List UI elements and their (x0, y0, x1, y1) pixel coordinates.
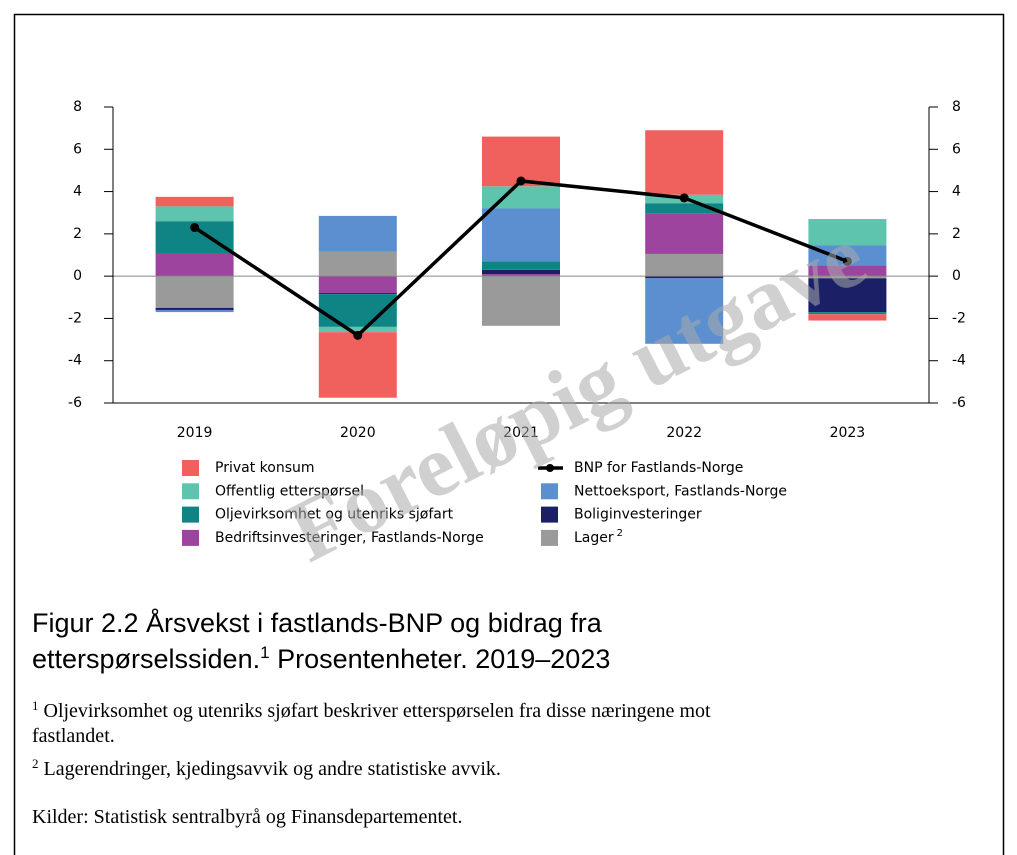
legend-swatch (182, 506, 199, 523)
bar-segment (482, 208, 560, 262)
bar-segment (808, 265, 887, 277)
bar-segment (318, 251, 397, 277)
bar-segment (645, 278, 724, 344)
line-point (842, 256, 852, 266)
y2-tick-label: 4 (952, 184, 961, 200)
y-tick-label: 4 (73, 184, 82, 200)
footnote-text: Lagerendringer, kjedingsavvik og andre s… (39, 758, 501, 780)
footnote-mark: 1 (32, 698, 39, 713)
legend-swatch (541, 506, 558, 523)
y-tick-label: -6 (68, 395, 82, 411)
bar-segment (155, 276, 234, 308)
caption-text: etterspørselssiden. (32, 644, 260, 674)
bar-segment (808, 219, 887, 246)
line-point (190, 223, 200, 233)
footnote: 2 Lagerendringer, kjedingsavvik og andre… (32, 756, 501, 780)
y2-tick-label: 8 (952, 99, 961, 115)
bar-segment (808, 314, 887, 321)
x-tick-label: 2019 (177, 425, 213, 441)
legend-label: Offentlig etterspørsel (215, 483, 364, 499)
bar-segment (482, 261, 560, 270)
legend-text: BNP for Fastlands-Norge (574, 460, 743, 476)
y-tick-label: 2 (73, 226, 82, 242)
bar-segment (318, 326, 397, 333)
bar-segment (645, 130, 724, 195)
bar-segment (482, 269, 560, 275)
bar-segment (808, 245, 887, 266)
bar-segment (808, 278, 887, 313)
legend-sup: 2 (617, 528, 623, 539)
x-tick-label: 2022 (666, 425, 702, 441)
x-tick-label: 2020 (340, 425, 376, 441)
line-point (516, 176, 526, 186)
bar-segment (808, 312, 887, 315)
line-point (353, 330, 363, 340)
y2-tick-label: -6 (952, 395, 966, 411)
footnote: fastlandet. (32, 725, 115, 747)
y-tick-label: 8 (73, 99, 82, 115)
legend-text: Nettoeksport, Fastlands-Norge (574, 483, 787, 499)
legend-label: Boliginvesteringer (574, 507, 702, 523)
caption-text: Prosentenheter. 2019–2023 (270, 644, 611, 674)
bar-segment (482, 274, 560, 277)
bar-segment (155, 309, 234, 313)
bar-segment (645, 203, 724, 214)
bar-segment (808, 276, 887, 279)
bar-segment (482, 186, 560, 209)
y2-tick-label: 0 (952, 268, 961, 284)
legend-label: Oljevirksomhet og utenriks sjøfart (215, 507, 454, 523)
bar-segment (645, 253, 724, 277)
legend-text: Lager (574, 530, 614, 546)
bar-segment (645, 276, 724, 279)
caption-sup: 1 (260, 643, 269, 662)
legend-text: Privat konsum (215, 460, 315, 476)
y-tick-label: 6 (73, 141, 82, 157)
y2-tick-label: 6 (952, 141, 961, 157)
footnote-text: Oljevirksomhet og utenriks sjøfart beskr… (39, 700, 711, 722)
legend-swatch (182, 483, 199, 500)
legend-label: Privat konsum (215, 460, 315, 476)
legend-label: Bedriftsinvesteringer, Fastlands-Norge (215, 530, 484, 546)
line-point (679, 193, 689, 203)
legend-label: Nettoeksport, Fastlands-Norge (574, 483, 787, 499)
bar-segment (318, 215, 397, 252)
legend-text: Offentlig etterspørsel (215, 483, 364, 499)
caption-line1: Figur 2.2 Årsvekst i fastlands-BNP og bi… (32, 607, 603, 638)
x-tick-label: 2023 (830, 425, 866, 441)
caption-line2: etterspørselssiden.1 Prosentenheter. 201… (32, 643, 610, 674)
y-tick-label: 0 (73, 268, 82, 284)
bar-segment (318, 293, 397, 295)
legend-point (546, 464, 554, 472)
legend-label: Lager 2 (574, 528, 623, 546)
legend-swatch (541, 483, 558, 500)
bar-segment (318, 276, 397, 294)
legend-swatch (541, 529, 558, 546)
footnote: 1 Oljevirksomhet og utenriks sjøfart bes… (32, 698, 711, 722)
legend-swatch (182, 529, 199, 546)
legend-text: Boliginvesteringer (574, 507, 702, 523)
frame (13, 13, 1005, 855)
bar-segment (155, 196, 234, 207)
bar-segment (645, 213, 724, 254)
x-tick-label: 2021 (503, 425, 539, 441)
legend-text: Bedriftsinvesteringer, Fastlands-Norge (215, 530, 484, 546)
legend-swatch (182, 460, 199, 476)
bar-segment (155, 206, 234, 222)
bar-segment (482, 276, 560, 326)
y-tick-label: -4 (68, 353, 82, 369)
source: Kilder: Statistisk sentralbyrå og Finans… (32, 806, 462, 828)
bar-segment (155, 253, 234, 277)
legend-text: Oljevirksomhet og utenriks sjøfart (215, 507, 454, 523)
y-tick-label: -2 (68, 310, 82, 326)
footnote-mark: 2 (32, 756, 39, 771)
bar-segment (155, 307, 234, 310)
y2-tick-label: -4 (952, 353, 966, 369)
bar-segment (318, 332, 397, 398)
legend-label: BNP for Fastlands-Norge (574, 460, 743, 476)
y2-tick-label: -2 (952, 310, 966, 326)
y2-tick-label: 2 (952, 226, 961, 242)
